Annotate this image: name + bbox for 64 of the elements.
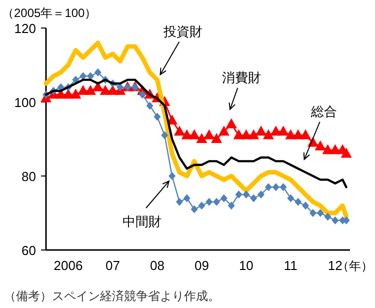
x-tick-label: 10 [238,258,254,273]
x-tick-label: 12 [328,258,342,273]
point [248,129,260,140]
point [302,202,310,210]
point [250,194,258,202]
point [235,190,242,198]
y-axis-title: （2005年＝100） [2,6,97,20]
annotation: 消費財 [222,70,262,85]
point [242,190,250,198]
point [196,133,208,143]
point [188,129,200,140]
point [278,126,289,136]
point [314,140,326,150]
point [168,172,176,180]
point [220,194,228,202]
point [138,90,146,99]
point [86,72,94,80]
point [294,198,302,206]
point [161,131,168,140]
x-tick-label: 09 [194,258,209,273]
point [174,126,185,136]
point [316,209,324,217]
point [198,202,206,210]
point [262,129,274,140]
point [80,72,87,80]
text: （備考）スペイン経済競争省より作成。 [4,289,220,303]
point [183,194,190,202]
point [324,212,332,221]
point [300,129,312,140]
x-tick-label: 2006 [54,258,83,273]
point [287,194,294,202]
point [84,84,96,95]
x-tick-label: 08 [150,258,164,273]
point [116,83,124,92]
point [176,198,183,206]
annotation: 中間財 [122,214,162,229]
point [213,198,220,206]
point [264,183,272,192]
point [280,183,287,192]
point [218,126,230,136]
point [190,205,198,214]
y-tick-label: 80 [22,169,36,184]
point [258,190,265,198]
point [340,148,352,158]
point [332,216,339,224]
point [204,129,215,140]
point [70,88,82,99]
point [154,112,161,121]
y-tick-label: 120 [14,21,36,36]
point [272,183,280,192]
point [211,133,222,143]
point [228,202,235,210]
point [309,209,316,217]
annotation: 投資財 [162,24,203,39]
point [94,68,102,76]
point [146,102,154,110]
y-tick-label: 100 [14,95,36,110]
point [256,126,267,136]
y-tick-label: 60 [22,243,36,258]
x-tick-label: 07 [105,258,120,273]
point [226,118,237,128]
x-tick-label: 11 [284,258,298,273]
annotation: 総合 [310,104,337,119]
point [206,198,213,206]
